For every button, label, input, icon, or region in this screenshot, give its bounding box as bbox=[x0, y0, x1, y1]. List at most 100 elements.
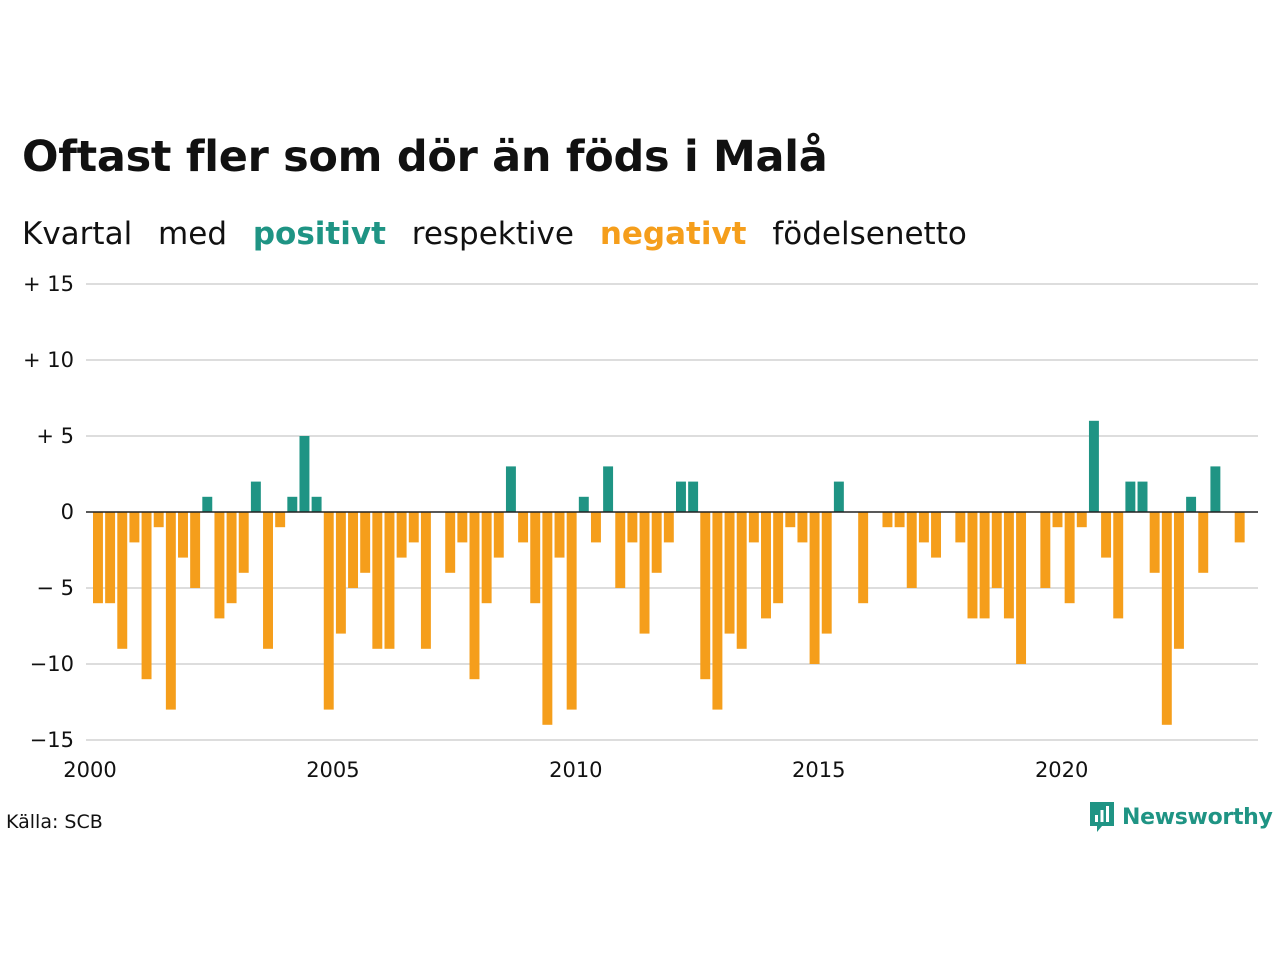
bar bbox=[809, 512, 820, 664]
bar bbox=[821, 512, 832, 634]
bar bbox=[554, 512, 565, 558]
bar bbox=[1161, 512, 1172, 725]
bar bbox=[469, 512, 480, 680]
bar bbox=[1040, 512, 1051, 588]
bar bbox=[238, 512, 249, 573]
bar bbox=[882, 512, 893, 528]
bar bbox=[493, 512, 504, 558]
bar bbox=[663, 512, 674, 543]
x-tick-label: 2010 bbox=[549, 758, 602, 782]
bar bbox=[761, 512, 771, 619]
legend-negative: negativt bbox=[599, 216, 747, 252]
bar bbox=[724, 512, 735, 634]
bar bbox=[481, 512, 492, 604]
legend-positive: positivt bbox=[252, 216, 386, 252]
bar bbox=[688, 481, 699, 512]
bar bbox=[323, 512, 334, 710]
bar bbox=[1186, 496, 1197, 512]
bar bbox=[420, 512, 431, 649]
bar bbox=[1076, 512, 1087, 528]
brand-name: Newsworthy bbox=[1122, 804, 1273, 830]
newsworthy-logo: Newsworthy bbox=[1088, 800, 1273, 834]
bar bbox=[991, 512, 1002, 588]
bar bbox=[384, 512, 395, 649]
bar bbox=[833, 481, 844, 512]
newsworthy-icon bbox=[1090, 802, 1114, 832]
bar bbox=[1149, 512, 1160, 573]
bar bbox=[712, 512, 723, 710]
chart-subtitle: Kvartal med positivt respektive negativt… bbox=[22, 216, 981, 252]
bar bbox=[615, 512, 626, 588]
bar bbox=[979, 512, 990, 619]
y-tick-label: + 15 bbox=[23, 272, 74, 296]
bar bbox=[1101, 512, 1112, 558]
bar bbox=[530, 512, 541, 604]
bar bbox=[542, 512, 553, 725]
bar bbox=[1137, 481, 1148, 512]
bar bbox=[287, 496, 298, 512]
bar bbox=[505, 466, 516, 512]
bar bbox=[275, 512, 286, 528]
subtitle-word-fodelsenetto: födelsenetto bbox=[772, 216, 967, 252]
bar bbox=[202, 496, 213, 512]
bar bbox=[141, 512, 152, 680]
bar bbox=[299, 436, 310, 512]
bar bbox=[372, 512, 383, 649]
bar bbox=[748, 512, 759, 543]
subtitle-word-med: med bbox=[158, 216, 227, 252]
bar bbox=[906, 512, 917, 588]
bar bbox=[931, 512, 942, 558]
bar bbox=[1210, 466, 1221, 512]
x-tick-label: 2005 bbox=[306, 758, 359, 782]
source-note: Källa: SCB bbox=[6, 811, 103, 833]
bar bbox=[1198, 512, 1209, 573]
bar bbox=[1003, 512, 1014, 619]
bar bbox=[967, 512, 978, 619]
bar bbox=[627, 512, 638, 543]
bar bbox=[250, 481, 261, 512]
bar bbox=[1125, 481, 1136, 512]
y-tick-label: + 5 bbox=[36, 424, 74, 448]
bar bbox=[178, 512, 188, 558]
bar bbox=[445, 512, 456, 573]
chart-title: Oftast fler som dör än föds i Malå bbox=[22, 132, 828, 182]
x-tick-label: 2000 bbox=[63, 758, 116, 782]
bar bbox=[214, 512, 225, 619]
bar bbox=[578, 496, 589, 512]
bar bbox=[1088, 420, 1099, 512]
bar bbox=[105, 512, 116, 604]
bar bbox=[651, 512, 662, 573]
bar bbox=[408, 512, 419, 543]
y-tick-label: 0 bbox=[61, 500, 74, 524]
bar bbox=[153, 512, 164, 528]
bar bbox=[1113, 512, 1124, 619]
bar bbox=[566, 512, 577, 710]
bar bbox=[457, 512, 468, 543]
bar bbox=[858, 512, 869, 604]
bar bbox=[918, 512, 929, 543]
bar bbox=[190, 512, 201, 588]
bar bbox=[396, 512, 407, 558]
bar bbox=[518, 512, 529, 543]
bar bbox=[639, 512, 650, 634]
bar bbox=[1173, 512, 1184, 649]
bar bbox=[263, 512, 273, 649]
y-tick-label: + 10 bbox=[23, 348, 74, 372]
bar bbox=[311, 496, 322, 512]
bar bbox=[603, 466, 614, 512]
bar bbox=[226, 512, 237, 604]
y-tick-label: −15 bbox=[30, 728, 74, 752]
bar bbox=[797, 512, 808, 543]
y-tick-label: − 5 bbox=[36, 576, 74, 600]
bar bbox=[773, 512, 784, 604]
bar bbox=[93, 512, 103, 604]
bar bbox=[590, 512, 601, 543]
y-tick-label: −10 bbox=[30, 652, 74, 676]
x-tick-label: 2015 bbox=[792, 758, 845, 782]
subtitle-word-respektive: respektive bbox=[411, 216, 574, 252]
x-tick-label: 2020 bbox=[1035, 758, 1088, 782]
bar bbox=[894, 512, 905, 528]
bar bbox=[700, 512, 711, 680]
bar bbox=[1016, 512, 1027, 664]
bar bbox=[129, 512, 140, 543]
